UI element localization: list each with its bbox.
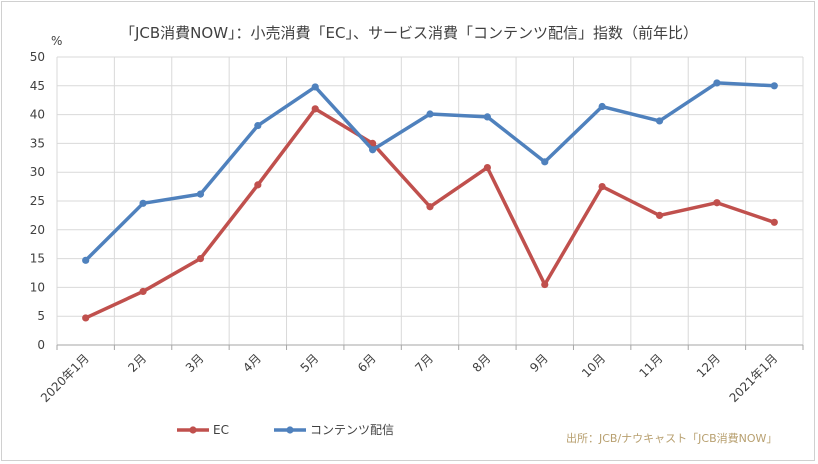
data-point-ec	[770, 218, 778, 226]
legend-marker-content-delivery	[286, 426, 294, 434]
data-point-ec	[426, 203, 434, 211]
data-point-content-delivery	[82, 256, 90, 264]
x-tick-label: 5月	[298, 351, 322, 375]
data-point-ec	[483, 163, 491, 172]
x-tick-label: 2021年1月	[727, 351, 781, 405]
data-point-content-delivery	[713, 79, 721, 87]
data-point-ec	[139, 287, 147, 296]
y-tick-label: 30	[30, 165, 45, 179]
legend-marker-ec	[189, 426, 197, 434]
data-point-content-delivery	[196, 190, 205, 198]
data-point-content-delivery	[655, 117, 664, 125]
x-tick-label: 11月	[636, 351, 665, 380]
data-point-ec	[254, 181, 262, 189]
data-point-content-delivery	[369, 146, 377, 154]
chart-title: 「JCB消費NOW」：小売消費「EC」、サービス消費「コンテンツ配信」指数（前年…	[119, 24, 698, 42]
y-tick-label: 20	[30, 223, 45, 237]
x-tick-label: 3月	[183, 351, 207, 375]
series-line-ec	[83, 107, 777, 320]
source-note: 出所：JCB/ナウキャスト「JCB消費NOW」	[566, 432, 778, 445]
data-point-ec	[598, 183, 606, 191]
data-point-content-delivery	[483, 113, 491, 121]
y-tick-label: 25	[30, 194, 45, 208]
data-point-content-delivery	[311, 83, 319, 91]
data-point-content-delivery	[770, 82, 778, 90]
x-tick-label: 8月	[470, 351, 494, 375]
y-tick-label: 5	[37, 309, 45, 323]
x-tick-label: 7月	[412, 351, 436, 375]
y-tick-label: 50	[30, 50, 45, 64]
y-unit-label: %	[51, 34, 62, 48]
legend-label-content-delivery: コンテンツ配信	[310, 423, 394, 437]
y-tick-label: 10	[30, 280, 45, 294]
data-point-content-delivery	[254, 121, 262, 130]
data-point-ec	[196, 255, 205, 263]
axes: 0 5 10 15 20 25 30 35 40 45 50% 2020年1月 2月 3月 4月 5月 6月 7月…	[30, 34, 804, 405]
data-point-content-delivery	[541, 158, 549, 166]
x-tick-label: 12月	[694, 351, 723, 380]
y-tick-label: 40	[30, 108, 45, 122]
y-tick-label: 15	[30, 252, 45, 266]
y-tick-label: 0	[37, 338, 45, 352]
data-point-ec	[713, 199, 721, 207]
data-point-content-delivery	[139, 199, 147, 207]
x-tick-label: 10月	[579, 351, 608, 380]
data-point-ec	[311, 105, 319, 113]
legend: EC コンテンツ配信	[177, 423, 394, 437]
series-lines	[82, 79, 778, 322]
x-tick-label: 9月	[527, 351, 551, 375]
x-tick-label: 4月	[240, 351, 264, 375]
x-tick-label: 2月	[125, 351, 149, 375]
series-line-content-delivery	[83, 81, 777, 263]
y-tick-label: 45	[30, 79, 45, 93]
data-point-ec	[541, 280, 549, 289]
legend-label-ec: EC	[213, 423, 229, 437]
y-tick-label: 35	[30, 136, 45, 150]
x-tick-label: 6月	[355, 351, 379, 375]
data-point-content-delivery	[598, 102, 606, 111]
data-point-ec	[655, 211, 664, 219]
data-point-content-delivery	[426, 110, 434, 118]
data-point-ec	[82, 314, 90, 322]
x-tick-label: 2020年1月	[38, 351, 92, 405]
